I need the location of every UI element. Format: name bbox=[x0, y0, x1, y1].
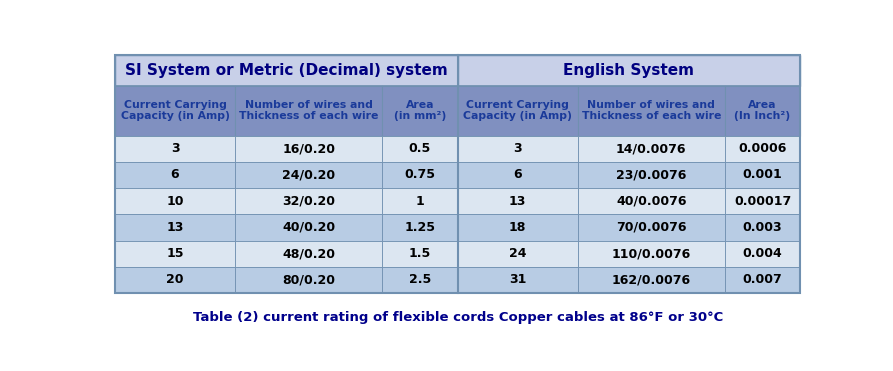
Bar bbox=[578, 214, 725, 240]
Text: Table (2) current rating of flexible cords Copper cables at 86°F or 30°C: Table (2) current rating of flexible cor… bbox=[193, 311, 722, 324]
Bar bbox=[458, 188, 578, 214]
Bar bbox=[382, 136, 458, 162]
Bar bbox=[458, 162, 578, 188]
Text: 13: 13 bbox=[509, 195, 526, 208]
Bar bbox=[115, 162, 235, 188]
Text: 31: 31 bbox=[509, 273, 526, 286]
Text: 13: 13 bbox=[166, 221, 184, 234]
Bar bbox=[458, 55, 800, 86]
Text: Number of wires and
Thickness of each wire: Number of wires and Thickness of each wi… bbox=[239, 100, 379, 121]
Text: Area
(In Inch²): Area (In Inch²) bbox=[735, 100, 790, 121]
Text: 18: 18 bbox=[509, 221, 526, 234]
Text: 0.5: 0.5 bbox=[409, 142, 431, 155]
Bar bbox=[578, 188, 725, 214]
Bar bbox=[382, 86, 458, 136]
Text: English System: English System bbox=[563, 63, 695, 78]
Text: 0.007: 0.007 bbox=[743, 273, 782, 286]
Text: 15: 15 bbox=[166, 247, 184, 260]
Text: Current Carrying
Capacity (in Amp): Current Carrying Capacity (in Amp) bbox=[121, 100, 230, 121]
Text: 3: 3 bbox=[171, 142, 179, 155]
Text: 16/0.20: 16/0.20 bbox=[282, 142, 335, 155]
Text: 32/0.20: 32/0.20 bbox=[282, 195, 335, 208]
Text: 0.0006: 0.0006 bbox=[739, 142, 787, 155]
Bar bbox=[235, 136, 382, 162]
Bar bbox=[725, 267, 800, 293]
Text: Area
(in mm²): Area (in mm²) bbox=[394, 100, 446, 121]
Text: 80/0.20: 80/0.20 bbox=[282, 273, 335, 286]
Bar bbox=[115, 214, 235, 240]
Text: 3: 3 bbox=[513, 142, 522, 155]
Text: 2.5: 2.5 bbox=[409, 273, 431, 286]
Bar bbox=[725, 240, 800, 267]
Bar bbox=[578, 86, 725, 136]
Bar bbox=[382, 267, 458, 293]
Bar bbox=[382, 240, 458, 267]
Bar bbox=[382, 214, 458, 240]
Bar bbox=[235, 240, 382, 267]
Bar bbox=[578, 136, 725, 162]
Bar bbox=[725, 214, 800, 240]
Text: 0.004: 0.004 bbox=[743, 247, 782, 260]
Bar bbox=[458, 240, 578, 267]
Bar bbox=[382, 188, 458, 214]
Bar bbox=[235, 214, 382, 240]
Bar bbox=[235, 86, 382, 136]
Text: 24/0.20: 24/0.20 bbox=[282, 168, 335, 181]
Bar bbox=[578, 240, 725, 267]
Text: 110/0.0076: 110/0.0076 bbox=[612, 247, 691, 260]
Text: 0.75: 0.75 bbox=[405, 168, 436, 181]
Text: 162/0.0076: 162/0.0076 bbox=[612, 273, 691, 286]
Bar bbox=[235, 267, 382, 293]
Text: 0.003: 0.003 bbox=[743, 221, 782, 234]
Bar bbox=[458, 86, 578, 136]
Text: 0.00017: 0.00017 bbox=[734, 195, 791, 208]
Bar bbox=[458, 267, 578, 293]
Bar bbox=[115, 86, 235, 136]
Text: 1: 1 bbox=[415, 195, 424, 208]
Bar bbox=[725, 162, 800, 188]
Bar bbox=[235, 188, 382, 214]
Text: 6: 6 bbox=[171, 168, 179, 181]
Text: 14/0.0076: 14/0.0076 bbox=[616, 142, 687, 155]
Bar bbox=[382, 162, 458, 188]
Text: 10: 10 bbox=[166, 195, 184, 208]
Bar bbox=[725, 188, 800, 214]
Text: 23/0.0076: 23/0.0076 bbox=[616, 168, 687, 181]
Bar bbox=[115, 55, 458, 86]
Text: 40/0.20: 40/0.20 bbox=[282, 221, 335, 234]
Bar bbox=[458, 136, 578, 162]
Bar bbox=[115, 267, 235, 293]
Text: SI System or Metric (Decimal) system: SI System or Metric (Decimal) system bbox=[125, 63, 447, 78]
Text: 6: 6 bbox=[513, 168, 522, 181]
Bar bbox=[235, 162, 382, 188]
Bar bbox=[115, 188, 235, 214]
Text: Number of wires and
Thickness of each wire: Number of wires and Thickness of each wi… bbox=[581, 100, 721, 121]
Text: 0.001: 0.001 bbox=[743, 168, 782, 181]
Text: 1.5: 1.5 bbox=[409, 247, 431, 260]
Text: 48/0.20: 48/0.20 bbox=[282, 247, 335, 260]
Text: 1.25: 1.25 bbox=[405, 221, 436, 234]
Bar bbox=[725, 86, 800, 136]
Text: 40/0.0076: 40/0.0076 bbox=[616, 195, 687, 208]
Text: Current Carrying
Capacity (in Amp): Current Carrying Capacity (in Amp) bbox=[463, 100, 572, 121]
Text: 24: 24 bbox=[509, 247, 526, 260]
Bar bbox=[578, 267, 725, 293]
Text: 20: 20 bbox=[166, 273, 184, 286]
Bar bbox=[115, 55, 800, 293]
Bar bbox=[578, 162, 725, 188]
Text: 70/0.0076: 70/0.0076 bbox=[616, 221, 687, 234]
Bar bbox=[725, 136, 800, 162]
Bar bbox=[115, 240, 235, 267]
Bar bbox=[458, 214, 578, 240]
Bar bbox=[115, 136, 235, 162]
